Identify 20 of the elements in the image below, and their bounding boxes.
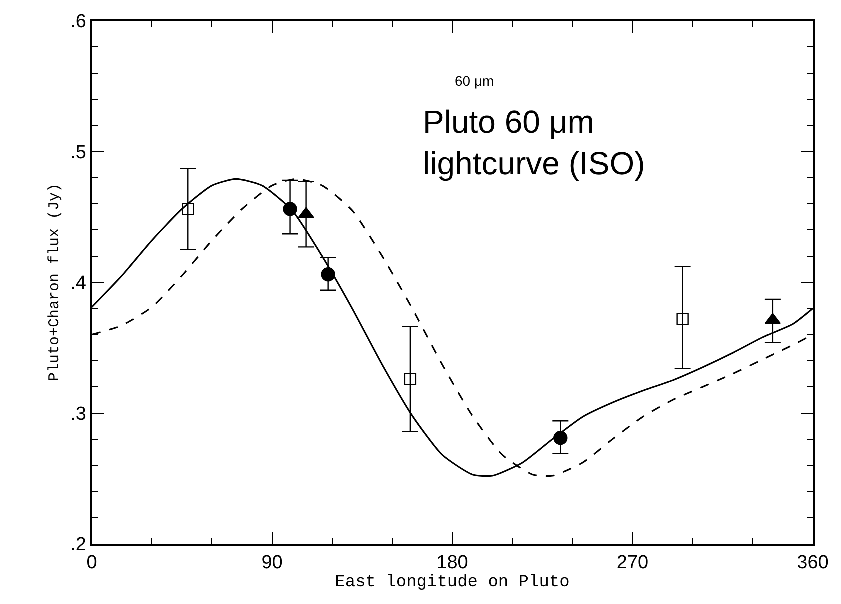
y-tick-label: .5 <box>70 142 86 164</box>
y-tick-label: .3 <box>70 404 86 425</box>
x-tick-label: 270 <box>616 552 649 574</box>
point <box>182 203 194 216</box>
annotation: Pluto 60 μm lightcurve (ISO) <box>423 104 646 182</box>
x-tick-label: 90 <box>262 552 283 574</box>
point <box>676 313 689 326</box>
x-axis-title: East longitude on Pluto <box>335 574 570 593</box>
y-axis-title: Pluto+Charon flux (Jy) <box>46 183 64 382</box>
x-tick-label: 0 <box>86 552 98 574</box>
point <box>554 430 568 446</box>
y-tick-label: .2 <box>70 534 86 556</box>
point <box>404 373 417 386</box>
y-tick-label: .4 <box>70 273 87 294</box>
y-tick-label: .6 <box>70 12 86 33</box>
annotation: 60 μm <box>455 73 494 89</box>
x-tick-label: 360 <box>797 552 829 574</box>
point <box>283 202 298 216</box>
point <box>321 268 336 282</box>
x-tick-label: 180 <box>436 552 468 574</box>
